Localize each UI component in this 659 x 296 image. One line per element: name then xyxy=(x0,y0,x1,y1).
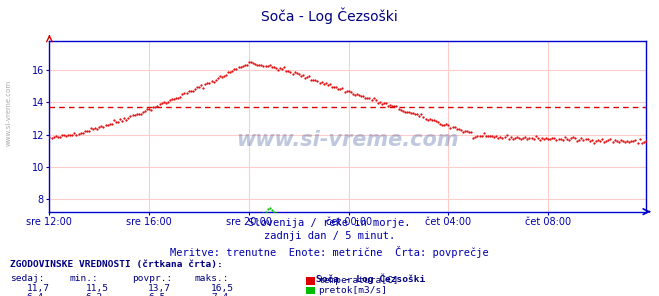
Text: 7,4: 7,4 xyxy=(211,293,228,296)
Text: www.si-vreme.com: www.si-vreme.com xyxy=(5,79,11,146)
Text: Meritve: trenutne  Enote: metrične  Črta: povprečje: Meritve: trenutne Enote: metrične Črta: … xyxy=(170,246,489,258)
Text: 6,5: 6,5 xyxy=(148,293,165,296)
Text: 13,7: 13,7 xyxy=(148,284,171,292)
Text: Soča - Log Čezsoški: Soča - Log Čezsoški xyxy=(261,7,398,24)
Text: 16,5: 16,5 xyxy=(211,284,234,292)
Text: 11,7: 11,7 xyxy=(26,284,49,292)
Text: ZGODOVINSKE VREDNOSTI (črtkana črta):: ZGODOVINSKE VREDNOSTI (črtkana črta): xyxy=(10,260,223,269)
Text: temperatura[C]: temperatura[C] xyxy=(318,276,399,285)
Text: 6,4: 6,4 xyxy=(26,293,43,296)
Text: 6,2: 6,2 xyxy=(86,293,103,296)
Text: Slovenija / reke in morje.: Slovenija / reke in morje. xyxy=(248,218,411,228)
Text: min.:: min.: xyxy=(69,274,98,283)
Text: 11,5: 11,5 xyxy=(86,284,109,292)
Text: zadnji dan / 5 minut.: zadnji dan / 5 minut. xyxy=(264,231,395,242)
Text: Soča - Log Čezsoški: Soča - Log Čezsoški xyxy=(316,274,426,284)
Text: maks.:: maks.: xyxy=(194,274,229,283)
Text: www.si-vreme.com: www.si-vreme.com xyxy=(237,130,459,150)
Text: povpr.:: povpr.: xyxy=(132,274,172,283)
Text: pretok[m3/s]: pretok[m3/s] xyxy=(318,286,387,295)
Text: sedaj:: sedaj: xyxy=(10,274,44,283)
